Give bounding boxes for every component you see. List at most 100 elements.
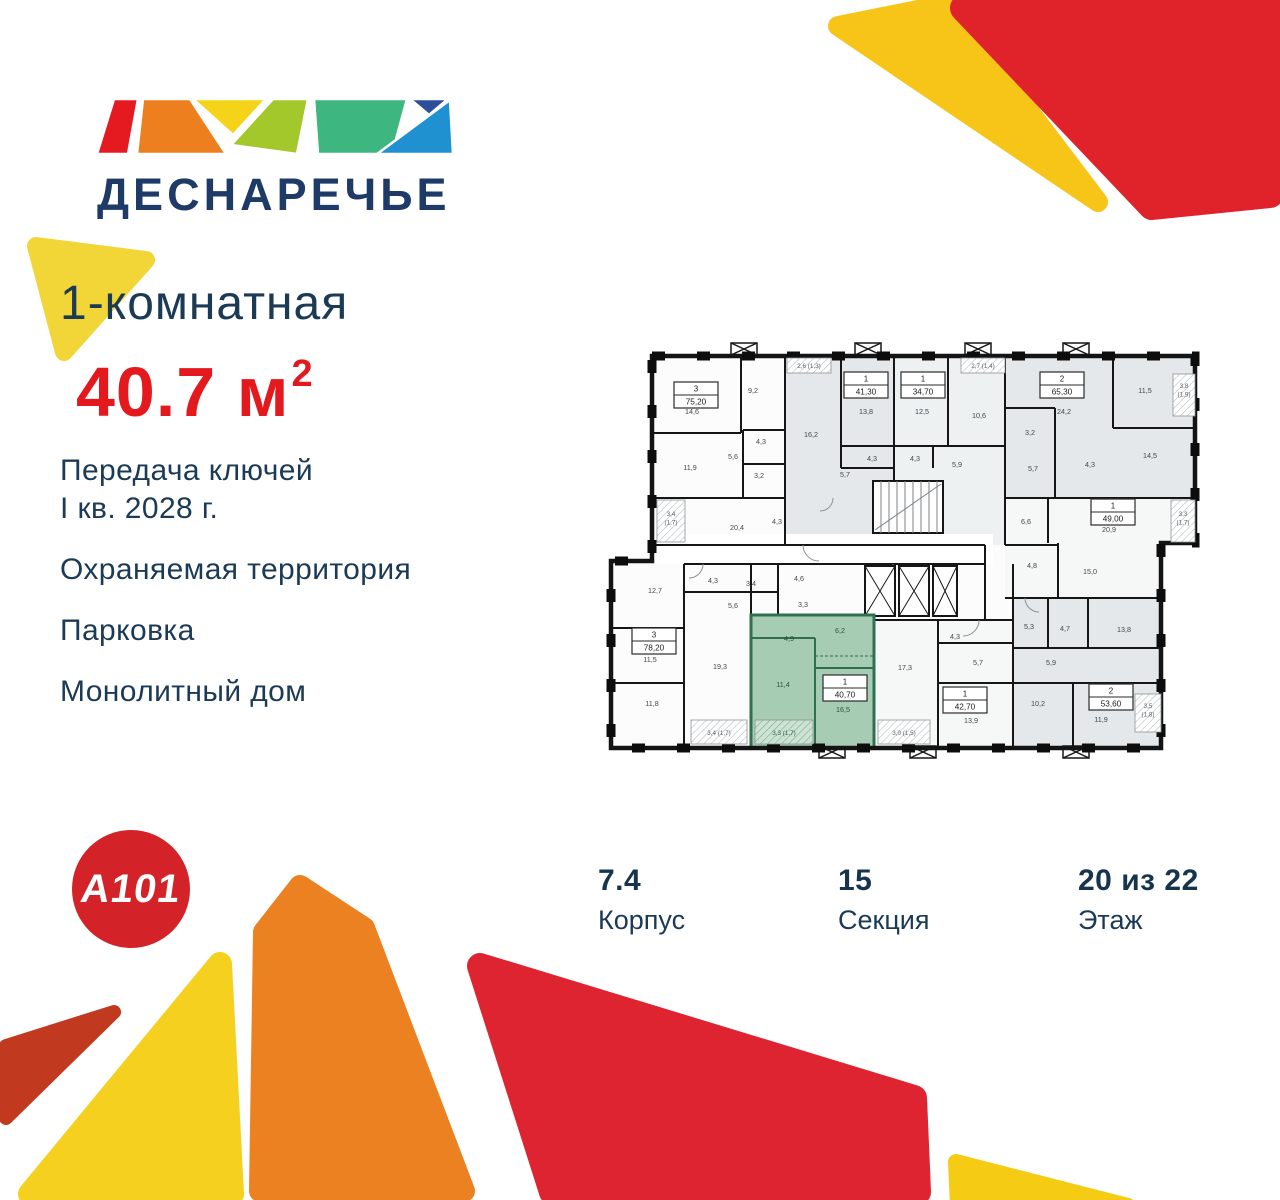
balcony-label: 3,5 bbox=[1144, 703, 1153, 710]
unit-label-box bbox=[942, 686, 988, 714]
room-area-label: 3,4 bbox=[746, 579, 756, 588]
section-label: Секция bbox=[838, 905, 930, 935]
balcony-hatch bbox=[754, 719, 814, 745]
balcony-label: 3,3 bbox=[1179, 511, 1188, 518]
logo-shape-lightgreen bbox=[229, 97, 310, 156]
balcony-label: (1,9) bbox=[1178, 392, 1191, 399]
logo-shape-lightblue bbox=[375, 98, 455, 156]
room-area-label: 16,5 bbox=[836, 705, 850, 714]
room-area-label: 20,9 bbox=[1102, 525, 1116, 534]
decor-yellow-triangle-left bbox=[27, 237, 155, 361]
room-area-label: 24,2 bbox=[1057, 407, 1071, 416]
logo-shape-yellow bbox=[191, 97, 268, 137]
balcony-label: (1,7) bbox=[665, 520, 678, 527]
decor-red-topright bbox=[950, 0, 1280, 220]
unit-number: 1 bbox=[864, 375, 869, 384]
room-area-label: 6,6 bbox=[1021, 517, 1031, 526]
unit-number: 1 bbox=[963, 690, 968, 699]
room-area-label: 5,7 bbox=[840, 470, 850, 479]
unit-area: 53,60 bbox=[1101, 700, 1122, 709]
balcony-hatch bbox=[656, 499, 686, 543]
developer-logo: А101 bbox=[72, 830, 190, 948]
unit-number: 2 bbox=[1060, 375, 1065, 384]
balcony-hatch bbox=[1170, 499, 1196, 543]
floor-plan: 14,6 9,2 11,9 4,3 5,6 3,2 20,4 4,3 3 75,20 13,8 16,… bbox=[593, 338, 1205, 767]
room-area-label: 11,8 bbox=[645, 699, 658, 708]
room-area-label: 4,3 bbox=[950, 632, 960, 641]
room-area-label: 4,7 bbox=[1060, 624, 1070, 633]
brand-logo: ДЕСНАРЕЧЬЕ bbox=[95, 92, 457, 221]
room-area-label: 15,0 bbox=[1083, 567, 1097, 576]
logo-shape-red bbox=[95, 97, 140, 156]
unit-number: 1 bbox=[921, 375, 926, 384]
area-unit: м bbox=[236, 353, 290, 431]
room-area-label: 4,3 bbox=[772, 517, 782, 526]
room-area-label: 11,5 bbox=[1138, 386, 1151, 395]
balcony-label: (1,8) bbox=[1142, 712, 1155, 719]
balcony-label: 3,3 (1,7) bbox=[772, 730, 795, 737]
decor-orange-bottom bbox=[249, 875, 475, 1200]
balcony-hatch bbox=[877, 719, 931, 745]
balcony-hatch bbox=[690, 719, 748, 745]
unit-number: 1 bbox=[1111, 502, 1116, 511]
balcony-label: 2,6 (1,3) bbox=[797, 363, 820, 370]
unit-label-box-highlighted bbox=[822, 674, 868, 702]
room-area-label: 4,9 bbox=[784, 634, 794, 643]
feature-item: Монолитный дом bbox=[60, 675, 307, 708]
area-superscript: 2 bbox=[291, 353, 314, 395]
room-area-label: 3,2 bbox=[1025, 428, 1035, 437]
room-area-label: 11,9 bbox=[1094, 715, 1107, 724]
elevators bbox=[864, 565, 958, 617]
building-label: Корпус bbox=[598, 905, 686, 935]
room-area-label: 12,5 bbox=[915, 407, 929, 416]
balcony-label: 2,7 (1,4) bbox=[971, 363, 994, 370]
balcony-hatch bbox=[1172, 373, 1196, 417]
logo-shape-orange bbox=[135, 97, 228, 156]
room-area-label: 19,3 bbox=[713, 662, 727, 671]
room-area-label: 5,7 bbox=[973, 658, 983, 667]
room-area-label: 4,8 bbox=[1027, 561, 1037, 570]
room-area-label: 4,3 bbox=[867, 454, 877, 463]
room-area-label: 13,8 bbox=[859, 407, 873, 416]
room-area-label: 11,9 bbox=[683, 463, 696, 472]
unit-area: 75,20 bbox=[686, 398, 707, 407]
unit-area: 49,00 bbox=[1103, 515, 1124, 524]
project-name: ДЕСНАРЕЧЬЕ bbox=[97, 169, 451, 220]
stat-section: 15 Секция bbox=[838, 864, 930, 936]
feature-item: Парковка bbox=[60, 614, 195, 647]
room-area-label: 17,3 bbox=[898, 663, 912, 672]
plan-corridor bbox=[653, 534, 993, 564]
room-area-label: 5,6 bbox=[728, 601, 738, 610]
unit-area: 40,70 bbox=[835, 691, 856, 700]
unit-label-box bbox=[843, 371, 889, 399]
section-value: 15 bbox=[838, 864, 873, 897]
unit-label-box bbox=[1039, 371, 1085, 399]
room-area-label: 12,7 bbox=[648, 586, 662, 595]
plan-outline bbox=[608, 353, 1198, 751]
unit-area: 78,20 bbox=[644, 644, 665, 653]
room-area-label: 5,6 bbox=[728, 452, 738, 461]
balcony-hatch bbox=[960, 357, 1006, 374]
unit-number: 3 bbox=[652, 631, 657, 640]
balcony-hatch bbox=[1134, 693, 1162, 733]
room-area-label: 4,3 bbox=[910, 454, 920, 463]
balcony-label: 3,4 (1,7) bbox=[707, 730, 730, 737]
room-area-label: 4,6 bbox=[794, 574, 804, 583]
decor-rust-wedge-left bbox=[0, 1005, 121, 1125]
unit-number: 3 bbox=[694, 385, 699, 394]
balcony-label: 3,8 bbox=[1180, 383, 1189, 390]
room-area-label: 10,6 bbox=[972, 411, 986, 420]
room-area-label: 4,3 bbox=[1085, 460, 1095, 469]
decor-yellow-sliver-topright bbox=[828, 0, 1108, 212]
room-area-label: 13,9 bbox=[964, 716, 978, 725]
unit-label-box bbox=[1088, 683, 1134, 711]
balcony-label: (1,7) bbox=[1177, 520, 1190, 527]
decor-red-bottom bbox=[467, 953, 931, 1200]
features-list: Передача ключей I кв. 2028 г. Охраняемая т… bbox=[60, 452, 411, 734]
room-area-label: 11,5 bbox=[643, 655, 656, 664]
room-area-label: 5,7 bbox=[1028, 464, 1038, 473]
floor-value: 20 из 22 bbox=[1078, 864, 1199, 897]
room-area-label: 5,9 bbox=[952, 460, 962, 469]
